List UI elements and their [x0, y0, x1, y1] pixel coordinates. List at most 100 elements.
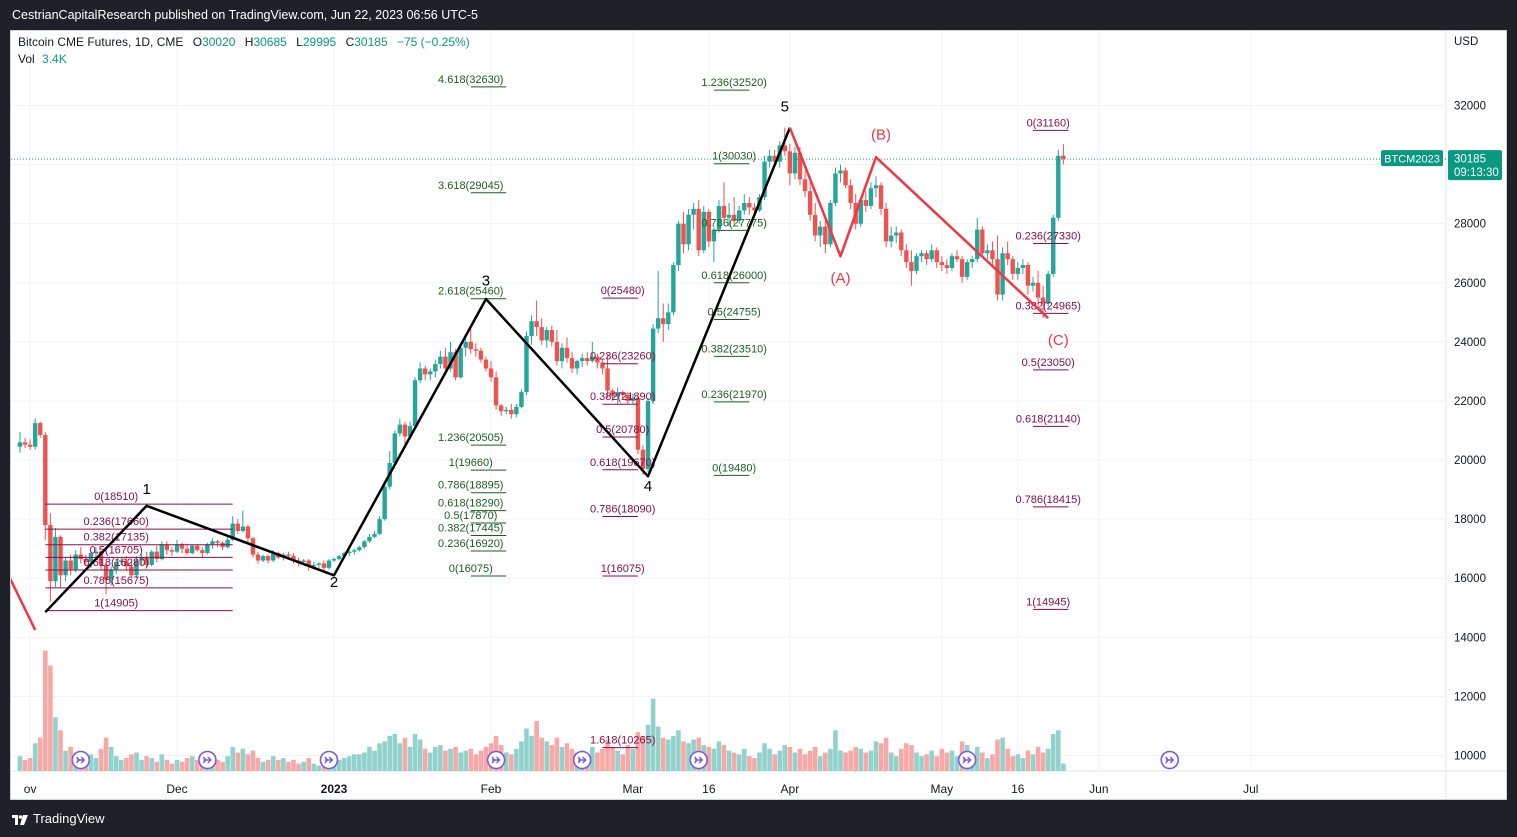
candle[interactable] — [260, 554, 266, 562]
symbol-price-tag[interactable] — [1381, 150, 1443, 167]
candle[interactable] — [696, 200, 701, 257]
candle[interactable] — [493, 371, 499, 410]
candle[interactable] — [691, 203, 696, 230]
candle[interactable] — [686, 208, 691, 251]
last-price-tag[interactable] — [1448, 150, 1502, 181]
tradingview-logo[interactable]: TradingView — [12, 810, 105, 828]
candle[interactable] — [220, 541, 225, 551]
candle[interactable] — [731, 197, 737, 224]
candle[interactable] — [580, 353, 585, 367]
candle[interactable] — [215, 539, 220, 548]
candle[interactable] — [382, 483, 387, 521]
candle[interactable] — [149, 550, 154, 567]
candle[interactable] — [970, 256, 975, 268]
candle[interactable] — [428, 368, 433, 381]
candle[interactable] — [544, 327, 549, 348]
candle[interactable] — [944, 259, 950, 274]
candle[interactable] — [174, 539, 180, 554]
candle[interactable] — [478, 347, 484, 363]
elliott-wave-line[interactable] — [11, 577, 37, 631]
candle[interactable] — [250, 536, 256, 558]
candle[interactable] — [43, 431, 48, 540]
candle[interactable] — [392, 430, 397, 466]
candle[interactable] — [954, 250, 960, 263]
candle[interactable] — [184, 544, 190, 555]
candle[interactable] — [630, 393, 636, 404]
candle[interactable] — [549, 325, 555, 347]
candle[interactable] — [645, 398, 651, 472]
candle[interactable] — [58, 535, 63, 588]
candle[interactable] — [463, 335, 468, 357]
candle[interactable] — [838, 164, 843, 183]
candle[interactable] — [514, 403, 519, 418]
candle[interactable] — [894, 226, 899, 243]
candle[interactable] — [1030, 276, 1036, 292]
candle[interactable] — [240, 510, 246, 533]
candle[interactable] — [959, 256, 965, 283]
candle[interactable] — [919, 250, 924, 263]
event-marker-icon[interactable] — [198, 750, 217, 770]
candle[interactable] — [716, 200, 722, 233]
candle[interactable] — [154, 545, 159, 562]
candle[interactable] — [422, 365, 428, 381]
candle[interactable] — [812, 203, 818, 242]
candle[interactable] — [666, 303, 671, 331]
candle[interactable] — [448, 341, 453, 372]
candle[interactable] — [767, 149, 772, 168]
candle[interactable] — [417, 362, 423, 384]
candle[interactable] — [235, 519, 240, 534]
candle[interactable] — [316, 561, 322, 568]
candle[interactable] — [1005, 241, 1010, 266]
candle[interactable] — [68, 554, 73, 576]
candle[interactable] — [1020, 259, 1026, 274]
candle[interactable] — [980, 226, 985, 257]
candle[interactable] — [83, 554, 89, 565]
candle[interactable] — [144, 551, 149, 568]
candle[interactable] — [554, 330, 560, 366]
event-marker-icon[interactable] — [689, 750, 708, 770]
candle[interactable] — [878, 182, 884, 215]
candle[interactable] — [671, 262, 676, 316]
candle[interactable] — [504, 406, 509, 415]
candle[interactable] — [377, 516, 382, 536]
candle[interactable] — [909, 250, 914, 286]
candle[interactable] — [802, 170, 808, 198]
candle[interactable] — [990, 241, 995, 266]
candle[interactable] — [1061, 143, 1066, 165]
candle[interactable] — [63, 557, 68, 582]
candle[interactable] — [93, 547, 99, 558]
candle[interactable] — [27, 439, 33, 450]
candle[interactable] — [848, 179, 853, 209]
candle[interactable] — [650, 324, 656, 404]
candle[interactable] — [883, 203, 889, 248]
candle[interactable] — [539, 318, 544, 345]
candle[interactable] — [615, 387, 620, 404]
candle[interactable] — [529, 315, 534, 345]
candle[interactable] — [904, 244, 909, 268]
candle[interactable] — [863, 191, 869, 212]
candle[interactable] — [676, 220, 681, 271]
candle[interactable] — [291, 553, 296, 564]
candle[interactable] — [38, 421, 43, 438]
candle[interactable] — [22, 437, 28, 449]
candle[interactable] — [134, 556, 139, 579]
candle[interactable] — [326, 559, 332, 570]
candle[interactable] — [438, 350, 443, 369]
plot-area[interactable]: 0(18510)0.236(17660)0.382(17135)0.5(1670… — [11, 31, 1446, 771]
candle[interactable] — [934, 247, 939, 268]
candle[interactable] — [367, 533, 372, 543]
candle[interactable] — [433, 359, 438, 378]
event-marker-icon[interactable] — [1160, 750, 1180, 770]
candle[interactable] — [336, 554, 342, 561]
candle[interactable] — [169, 547, 175, 557]
candle[interactable] — [200, 547, 205, 558]
candle[interactable] — [225, 536, 230, 549]
candle[interactable] — [747, 197, 752, 215]
candle[interactable] — [807, 176, 813, 221]
candle[interactable] — [833, 167, 838, 206]
candle[interactable] — [726, 203, 732, 227]
candle[interactable] — [843, 167, 848, 189]
candle[interactable] — [975, 217, 980, 263]
candle[interactable] — [721, 182, 727, 224]
candle[interactable] — [139, 554, 144, 565]
